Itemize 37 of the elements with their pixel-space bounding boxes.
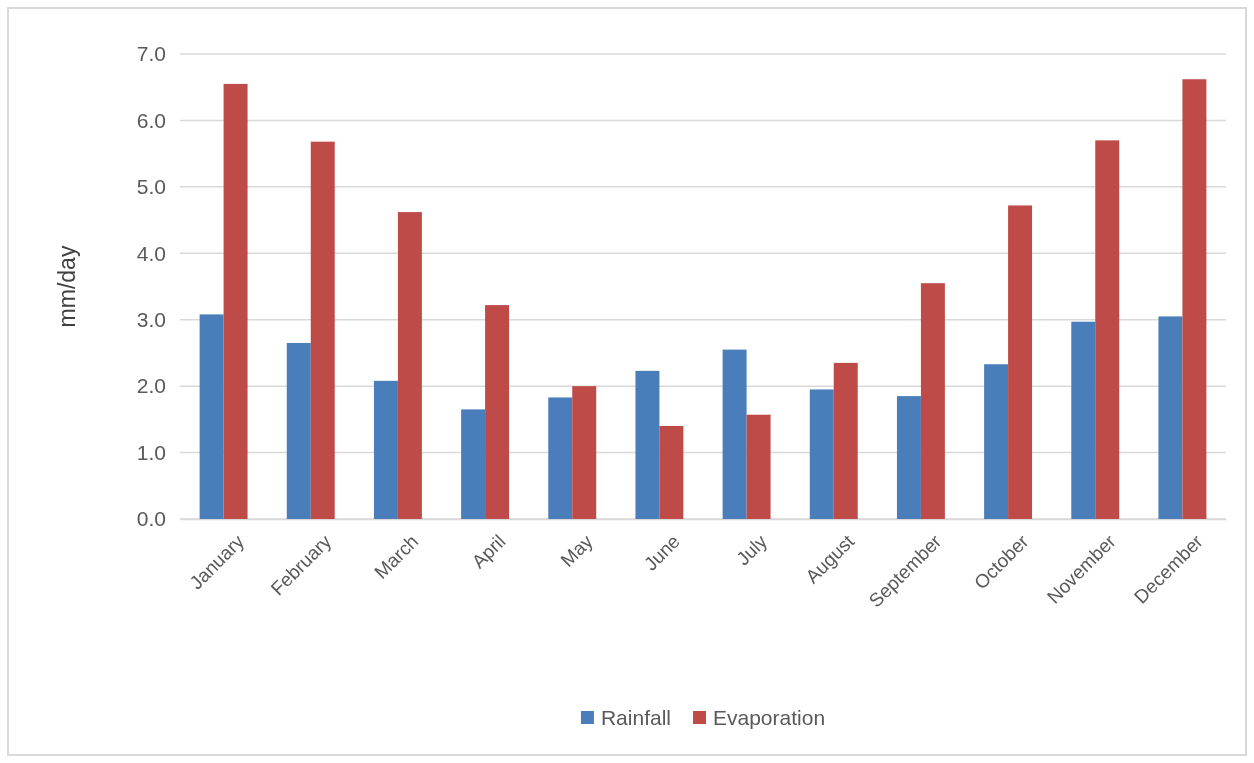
y-tick-label: 3.0	[136, 307, 166, 331]
y-tick-label: 1.0	[136, 440, 166, 464]
bar	[635, 370, 660, 519]
legend-label: Evaporation	[712, 706, 826, 729]
bar	[199, 314, 224, 519]
bar	[397, 212, 422, 519]
bar	[833, 362, 858, 519]
bar	[1182, 79, 1207, 519]
bar	[1095, 140, 1120, 519]
x-tick-label: July	[732, 530, 772, 570]
bar	[310, 141, 335, 519]
y-axis-title: mm/day	[54, 245, 80, 328]
bar	[920, 283, 945, 519]
y-tick-label: 2.0	[136, 374, 166, 398]
bar	[984, 364, 1009, 519]
legend-label: Rainfall	[600, 706, 671, 729]
bar	[572, 386, 597, 519]
y-tick-label: 0.0	[136, 507, 166, 531]
bar	[659, 426, 684, 519]
y-tick-label: 7.0	[136, 42, 166, 66]
bar	[722, 349, 747, 519]
bar	[461, 409, 486, 519]
bar	[223, 83, 248, 519]
bar	[1008, 205, 1033, 519]
x-tick-label: May	[556, 530, 598, 571]
y-tick-label: 4.0	[136, 241, 166, 265]
bar	[485, 305, 510, 519]
bar	[373, 380, 398, 519]
y-tick-label: 6.0	[136, 108, 166, 132]
bar	[809, 389, 834, 519]
bar	[286, 342, 311, 519]
bar	[548, 397, 573, 519]
bar	[1158, 316, 1183, 519]
y-tick-label: 5.0	[136, 175, 166, 199]
bar	[746, 414, 771, 519]
bar	[896, 396, 921, 519]
bar	[1071, 321, 1096, 519]
